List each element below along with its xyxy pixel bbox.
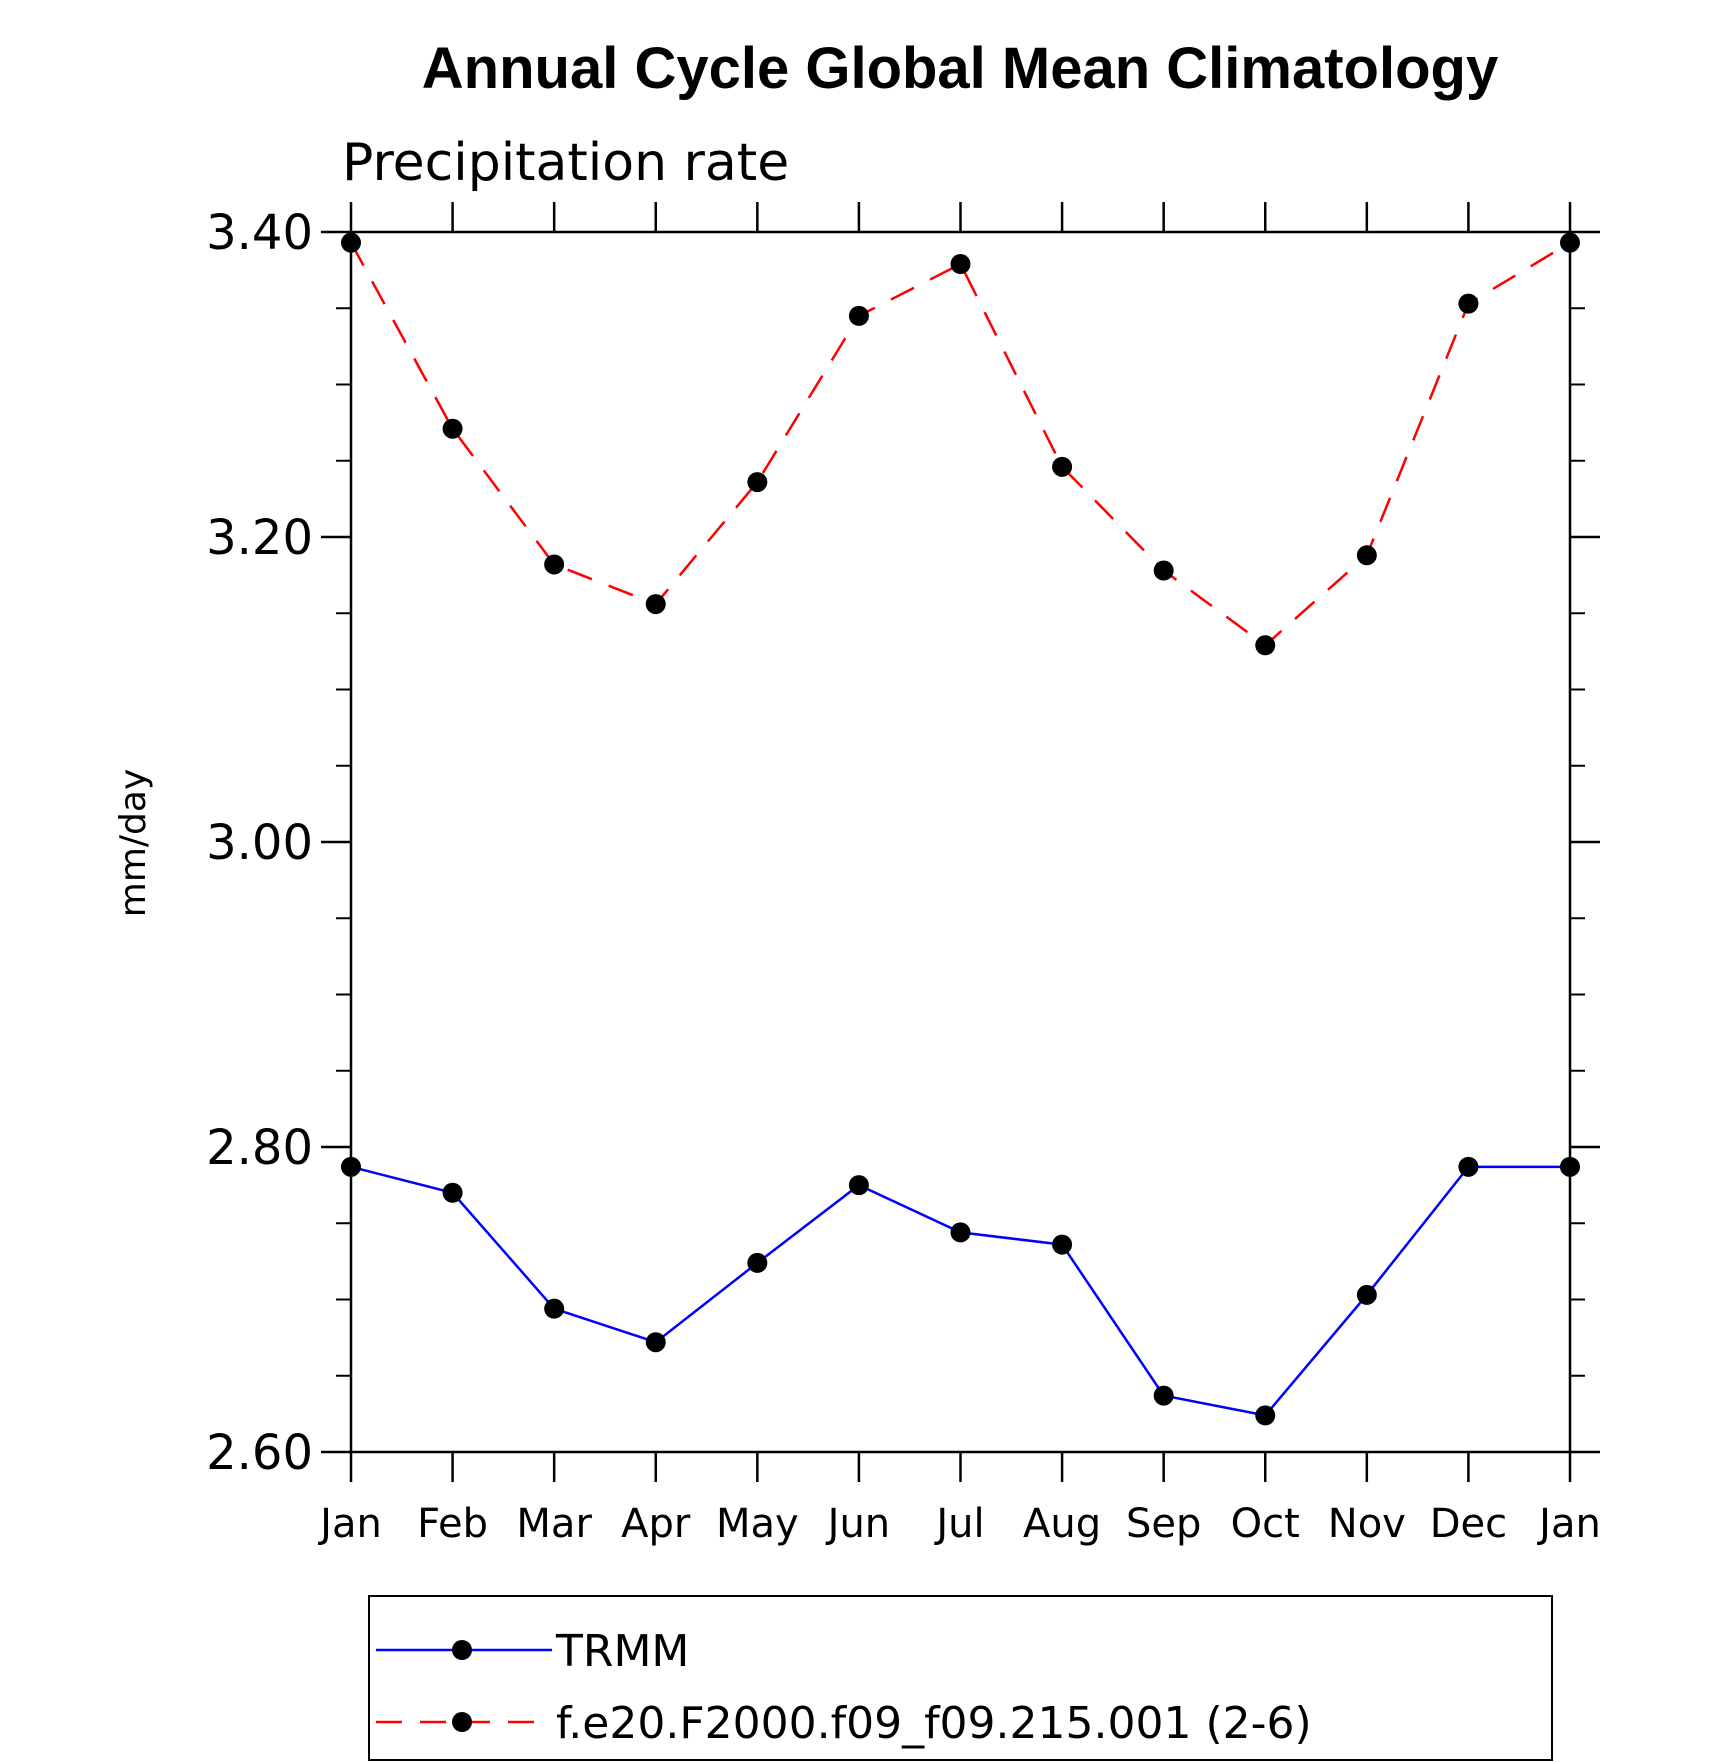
data-point (442, 418, 463, 439)
data-point (1255, 1405, 1276, 1426)
series-line (350, 1165, 1570, 1417)
data-point (341, 1156, 361, 1177)
legend-marker (452, 1640, 472, 1660)
data-point (544, 1298, 565, 1319)
y-tick-label: 3.20 (206, 510, 313, 566)
data-point (1153, 560, 1174, 581)
y-axis-label: mm/day (113, 769, 154, 917)
data-point (1255, 635, 1276, 656)
series-line (349, 241, 1571, 647)
series-2 (341, 232, 1580, 656)
data-point (1458, 293, 1479, 314)
legend: TRMM f.e20.F2000.f09_f09.215.001 (2-6) (368, 1595, 1553, 1761)
x-tick-label: Jan (1536, 1501, 1601, 1547)
x-tick-label: Jan (317, 1501, 382, 1547)
x-tick-label: Aug (1023, 1501, 1101, 1547)
y-tick-label: 2.80 (206, 1120, 313, 1176)
series-1 (341, 1156, 1580, 1426)
legend-label: TRMM (555, 1626, 689, 1677)
legend-item: TRMM (376, 1626, 689, 1677)
data-point (1458, 1156, 1479, 1177)
x-tick-label: Mar (516, 1501, 592, 1547)
data-point (341, 232, 361, 253)
x-tick-label: Jun (825, 1501, 891, 1547)
data-point (950, 254, 971, 275)
data-point (1560, 1156, 1580, 1177)
data-point (848, 305, 869, 326)
x-tick-label: Apr (621, 1501, 691, 1547)
x-tick-label: Dec (1430, 1501, 1507, 1547)
x-tick-label: Oct (1231, 1501, 1300, 1547)
data-point (544, 554, 565, 575)
legend-label: f.e20.F2000.f09_f09.215.001 (2-6) (556, 1698, 1312, 1749)
data-point (950, 1222, 971, 1243)
data-point (848, 1175, 869, 1196)
x-tick-label: Feb (417, 1501, 488, 1547)
data-point (1356, 1284, 1377, 1305)
chart-subtitle: Precipitation rate (342, 133, 789, 193)
legend-marker (452, 1712, 472, 1732)
data-point (1052, 456, 1073, 477)
data-point (1153, 1385, 1174, 1406)
data-point (442, 1182, 463, 1203)
data-point (1052, 1234, 1073, 1255)
x-tick-label: Nov (1328, 1501, 1406, 1547)
data-point (1356, 545, 1377, 566)
y-tick-label: 3.40 (206, 205, 313, 261)
legend-box (368, 1595, 1553, 1761)
y-tick-label: 3.00 (206, 815, 313, 871)
data-point (645, 594, 666, 615)
y-tick-label: 2.60 (206, 1425, 313, 1481)
data-point (747, 472, 768, 493)
data-point (1560, 232, 1580, 253)
chart-title: Annual Cycle Global Mean Climatology (422, 36, 1498, 101)
data-point (645, 1332, 666, 1353)
x-tick-label: Sep (1126, 1501, 1201, 1547)
x-tick-label: May (716, 1501, 799, 1547)
data-point (747, 1252, 768, 1273)
legend-item: f.e20.F2000.f09_f09.215.001 (2-6) (376, 1698, 1312, 1749)
x-tick-label: Jul (933, 1501, 984, 1547)
